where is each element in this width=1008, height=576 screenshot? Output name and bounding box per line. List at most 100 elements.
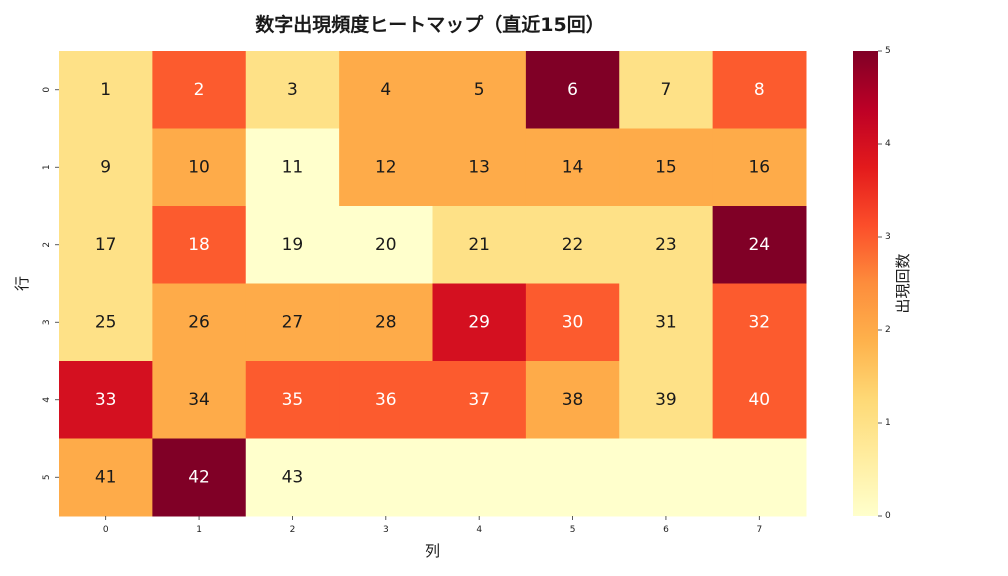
colorbar-tick-label: 2 bbox=[885, 325, 891, 335]
heatmap-cell bbox=[152, 361, 247, 439]
cell-label: 25 bbox=[95, 312, 117, 332]
y-axis-label: 行 bbox=[13, 276, 31, 291]
colorbar-tick-label: 5 bbox=[885, 46, 891, 56]
colorbar-tick-label: 3 bbox=[885, 232, 891, 242]
cell-label: 26 bbox=[188, 312, 210, 332]
cell-label: 9 bbox=[100, 157, 111, 177]
cell-label: 20 bbox=[375, 235, 397, 255]
cell-label: 37 bbox=[468, 390, 490, 410]
cell-label: 8 bbox=[754, 80, 765, 100]
heatmap-cell bbox=[525, 51, 620, 129]
heatmap-cell bbox=[245, 206, 340, 284]
heatmap-cell bbox=[59, 206, 153, 284]
heatmap-cell bbox=[339, 361, 433, 439]
cell-label: 31 bbox=[655, 312, 677, 332]
y-tick-label: 4 bbox=[42, 397, 52, 403]
cell-label: 36 bbox=[375, 390, 397, 410]
cell-label: 33 bbox=[95, 390, 117, 410]
y-tick-label: 0 bbox=[42, 87, 52, 93]
cell-label: 19 bbox=[282, 235, 304, 255]
heatmap-cell bbox=[619, 51, 714, 129]
x-tick-label: 2 bbox=[290, 525, 296, 535]
cell-label: 5 bbox=[474, 80, 485, 100]
heatmap-cell bbox=[712, 361, 807, 439]
heatmap-cell bbox=[59, 51, 153, 129]
heatmap-cell bbox=[619, 283, 714, 362]
heatmap-cell bbox=[59, 283, 153, 362]
cell-label: 2 bbox=[194, 80, 205, 100]
heatmap-cell bbox=[245, 128, 340, 207]
cell-label: 18 bbox=[188, 235, 210, 255]
heatmap-cell bbox=[152, 206, 247, 284]
cell-label: 22 bbox=[562, 235, 584, 255]
x-axis-label: 列 bbox=[425, 542, 440, 560]
y-axis-ticks: 0 1 2 3 4 5 bbox=[42, 87, 59, 480]
heatmap-cell bbox=[339, 438, 433, 517]
cell-label: 17 bbox=[95, 235, 117, 255]
cell-label: 11 bbox=[282, 157, 304, 177]
cell-label: 1 bbox=[100, 80, 111, 100]
colorbar-label: 出現回数 bbox=[894, 253, 912, 313]
heatmap-cell bbox=[619, 438, 714, 517]
colorbar-tick-label: 4 bbox=[885, 139, 891, 149]
cell-label: 21 bbox=[468, 235, 490, 255]
heatmap-cell bbox=[339, 51, 433, 129]
heatmap-cell bbox=[525, 206, 620, 284]
x-axis-ticks: 0 1 2 3 4 5 6 7 bbox=[103, 516, 762, 535]
cell-label: 38 bbox=[562, 390, 584, 410]
heatmap-cell bbox=[712, 438, 807, 517]
colorbar-ticks: 0 1 2 3 4 5 bbox=[878, 46, 891, 521]
heatmap-cell bbox=[432, 51, 527, 129]
heatmap-cell bbox=[712, 206, 807, 284]
cell-label: 35 bbox=[282, 390, 304, 410]
heatmap-cell bbox=[245, 438, 340, 517]
heatmap-cell bbox=[619, 128, 714, 207]
cell-label: 3 bbox=[287, 80, 298, 100]
heatmap-cell bbox=[432, 361, 527, 439]
heatmap-cell bbox=[59, 128, 153, 207]
cell-label: 6 bbox=[567, 80, 578, 100]
x-tick-label: 4 bbox=[476, 525, 482, 535]
heatmap-cell bbox=[432, 128, 527, 207]
x-tick-label: 6 bbox=[663, 525, 669, 535]
heatmap-cell bbox=[525, 128, 620, 207]
heatmap-cell bbox=[152, 128, 247, 207]
y-tick-label: 2 bbox=[42, 242, 52, 248]
heatmap-cell bbox=[525, 438, 620, 517]
heatmap-cell bbox=[339, 206, 433, 284]
heatmap-cell bbox=[432, 283, 527, 362]
colorbar-tick-label: 1 bbox=[885, 418, 891, 428]
heatmap-cell bbox=[245, 361, 340, 439]
cell-label: 24 bbox=[748, 235, 770, 255]
cell-label: 43 bbox=[282, 467, 304, 487]
colorbar-tick-label: 0 bbox=[885, 511, 891, 521]
heatmap-cell bbox=[152, 438, 247, 517]
cell-label: 42 bbox=[188, 467, 210, 487]
cell-label: 28 bbox=[375, 312, 397, 332]
cell-label: 32 bbox=[748, 312, 770, 332]
heatmap-cell bbox=[712, 51, 807, 129]
y-tick-label: 3 bbox=[42, 319, 52, 325]
cell-label: 13 bbox=[468, 157, 490, 177]
cell-label: 16 bbox=[748, 157, 770, 177]
cell-label: 40 bbox=[748, 390, 770, 410]
heatmap-cell bbox=[525, 361, 620, 439]
colorbar bbox=[853, 51, 878, 516]
heatmap-cell bbox=[619, 361, 714, 439]
heatmap-cell bbox=[339, 283, 433, 362]
heatmap-cell bbox=[245, 283, 340, 362]
y-tick-label: 5 bbox=[42, 474, 52, 480]
x-tick-label: 5 bbox=[570, 525, 576, 535]
cell-label: 12 bbox=[375, 157, 397, 177]
x-tick-label: 7 bbox=[756, 525, 762, 535]
heatmap-cell bbox=[432, 206, 527, 284]
x-tick-label: 0 bbox=[103, 525, 109, 535]
cell-label: 41 bbox=[95, 467, 117, 487]
cell-label: 29 bbox=[468, 312, 490, 332]
chart-title: 数字出現頻度ヒートマップ（直近15回） bbox=[255, 13, 604, 36]
cell-label: 34 bbox=[188, 390, 210, 410]
heatmap-cell bbox=[619, 206, 714, 284]
cell-label: 15 bbox=[655, 157, 677, 177]
y-tick-label: 1 bbox=[42, 164, 52, 170]
